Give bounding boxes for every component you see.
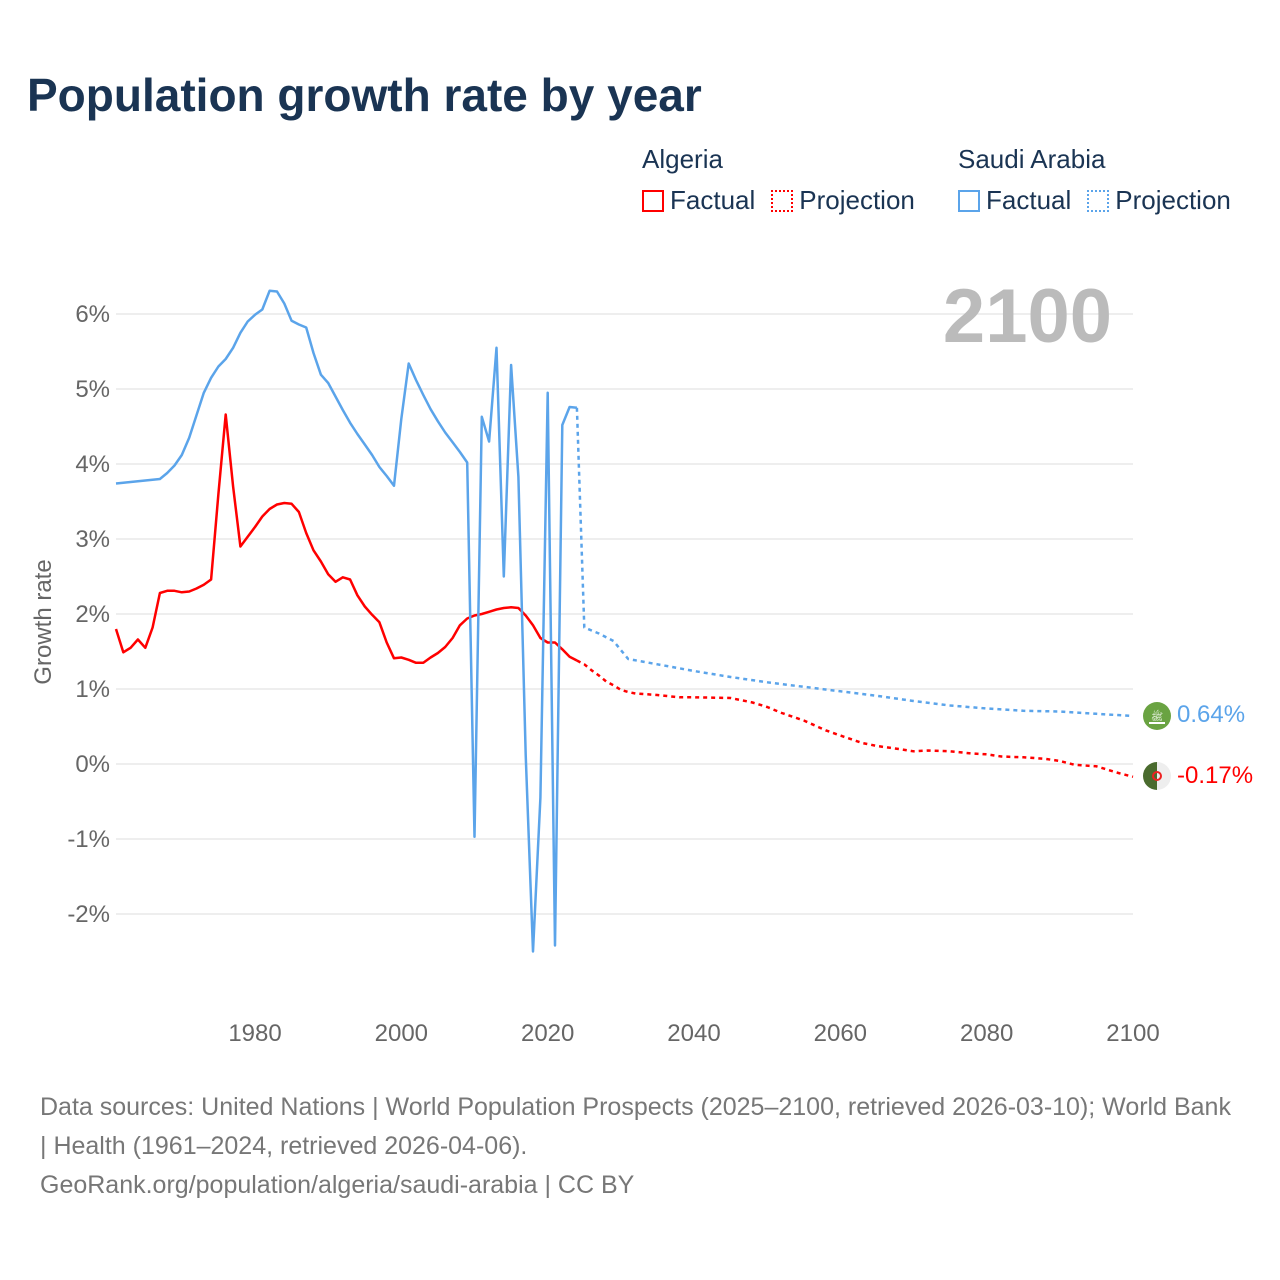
legend-item-saudi-projection[interactable]: Projection (1087, 185, 1231, 216)
legend-label: Projection (1115, 185, 1231, 215)
x-tick-label: 1980 (228, 1020, 281, 1047)
legend-item-algeria-factual[interactable]: Factual (642, 185, 755, 216)
legend-label: Factual (986, 185, 1072, 215)
series-line-algeria-projection (576, 659, 1134, 779)
chart-title: Population growth rate by year (27, 69, 702, 121)
x-tick-label: 2000 (375, 1020, 428, 1047)
legend-item-saudi-factual[interactable]: Factual (958, 185, 1071, 216)
x-tick-label: 2100 (1106, 1020, 1159, 1047)
y-tick-label: 0% (75, 751, 110, 778)
legend-group-label: Algeria (642, 144, 723, 174)
y-tick-label: -2% (67, 901, 110, 928)
legend-swatch-dotted (771, 189, 794, 212)
series-line-saudi-arabia-projection (575, 407, 1134, 718)
legend-algeria: Algeria Factual Projection (642, 144, 915, 216)
legend-saudi-arabia: Saudi Arabia Factual Projection (958, 144, 1231, 216)
source-link[interactable]: GeoRank.org/population/algeria/saudi-ara… (40, 1171, 635, 1199)
y-tick-label: 5% (75, 376, 110, 403)
x-tick-label: 2040 (667, 1020, 720, 1047)
legend-item-algeria-projection[interactable]: Projection (771, 185, 915, 216)
legend-swatch-solid (642, 189, 664, 212)
legend-swatch-dotted (1087, 189, 1110, 212)
x-tick-label: 2020 (521, 1020, 574, 1047)
svg-text:ﷺ: ﷺ (1151, 709, 1163, 723)
series-line-algeria-factual (114, 413, 578, 665)
series-line-saudi-arabia-factual (115, 289, 578, 953)
footer: Data sources: United Nations | World Pop… (40, 1088, 1240, 1205)
legend-label: Projection (799, 185, 915, 215)
y-tick-label: 3% (75, 526, 110, 553)
y-tick-label: 4% (75, 451, 110, 478)
y-tick-label: 6% (75, 301, 110, 328)
algeria-flag-icon (1143, 762, 1171, 790)
x-tick-label: 2080 (960, 1020, 1013, 1047)
y-axis-label: Growth rate (30, 559, 57, 684)
year-label: 2100 (943, 274, 1112, 359)
saudi-end-label: 0.64% (1177, 701, 1245, 728)
algeria-end-label: -0.17% (1177, 762, 1253, 789)
y-tick-label: -1% (67, 826, 110, 853)
legend-swatch-solid (958, 189, 980, 212)
data-sources: Data sources: United Nations | World Pop… (40, 1093, 1231, 1160)
saudi-arabia-flag-icon: ﷺ (1143, 702, 1171, 730)
y-tick-label: 1% (75, 676, 110, 703)
x-tick-label: 2060 (814, 1020, 867, 1047)
legend-group-label: Saudi Arabia (958, 144, 1106, 174)
y-tick-label: 2% (75, 601, 110, 628)
legend-label: Factual (670, 185, 756, 215)
